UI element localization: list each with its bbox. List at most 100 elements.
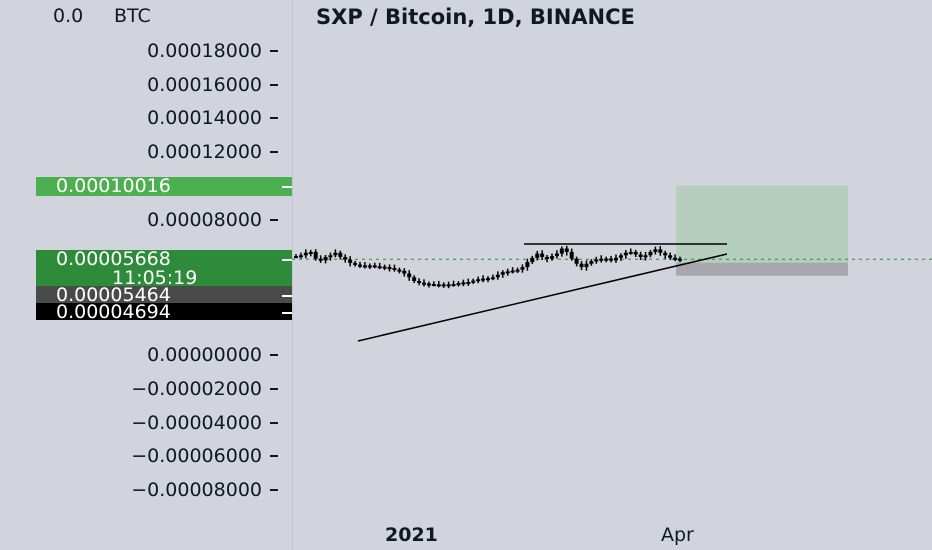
bar-countdown: 11:05:19 (112, 267, 198, 289)
support-trendline (357, 253, 728, 342)
price-tick-label: −0.00008000 (131, 479, 262, 502)
candle-body (614, 257, 618, 261)
candle-body (456, 283, 461, 286)
candle-body (313, 251, 318, 259)
candle-body (663, 252, 668, 256)
entry-price-value: 0.00005464 (56, 284, 171, 306)
candle-body (318, 258, 323, 261)
candle-body (397, 269, 402, 272)
price-scale[interactable]: 0.00018000 0.00016000 0.00014000 0.00012000… (0, 0, 293, 550)
candle-body (451, 284, 456, 287)
target-price-tag: 0.00010016 (36, 177, 292, 196)
candle-body (500, 272, 505, 275)
candle-body (461, 282, 466, 285)
candle-body (525, 262, 530, 268)
candle-body (471, 280, 476, 283)
candle-body (628, 251, 633, 254)
candle-body (402, 270, 407, 274)
price-tick-mark (270, 218, 278, 221)
price-tick-mark (270, 455, 278, 458)
candle-body (486, 278, 490, 281)
price-tick-label: −0.00006000 (131, 445, 262, 468)
candle-body (653, 249, 658, 252)
candle-body (584, 263, 589, 268)
price-tick-partial: 0.0 (53, 5, 84, 27)
price-tick-label: −0.00004000 (131, 411, 262, 434)
candle-body (564, 248, 569, 252)
last-price-tag: 0.00005668 11:05:19 (36, 248, 292, 289)
last-price-value: 0.00005668 (56, 248, 171, 270)
price-tick-label: 0.00016000 (147, 73, 262, 96)
entry-price-tag: 0.00005464 (36, 284, 292, 306)
candle-body (678, 258, 682, 261)
candle-body (372, 265, 377, 268)
candle-body (520, 267, 525, 270)
price-tick-label: 0.00018000 (147, 39, 262, 62)
price-tick-mark (270, 489, 278, 492)
profit-zone (676, 185, 848, 263)
price-tick-label: −0.00002000 (131, 377, 262, 400)
candle-body (422, 282, 426, 285)
candle-body (377, 266, 382, 269)
candle-body (358, 264, 362, 267)
candle-body (308, 251, 313, 254)
candle-body (353, 262, 358, 265)
stop-price-value: 0.00004694 (56, 301, 171, 323)
candle-body (633, 251, 638, 255)
candle-body (446, 284, 451, 287)
candle-body (574, 258, 579, 264)
candle-body (387, 267, 392, 270)
chart-title: SXP / Bitcoin, 1D, BINANCE (316, 5, 635, 29)
candle-body (417, 280, 422, 283)
candle-body (589, 261, 594, 264)
candle-body (294, 256, 298, 259)
tag-dash (282, 295, 292, 297)
candle-body (550, 256, 554, 259)
price-tick-mark (270, 49, 278, 52)
candle-body (535, 253, 540, 258)
candle-body (643, 255, 648, 258)
price-tick-mark (270, 151, 278, 154)
price-tick-mark (270, 421, 278, 424)
stop-price-tag: 0.00004694 (36, 301, 292, 323)
candle-body (545, 256, 550, 259)
candle-body (609, 258, 614, 261)
candle-body (412, 277, 417, 281)
price-tick-label: 0.00000000 (147, 344, 262, 366)
candle-body (673, 257, 678, 260)
candle-body (495, 274, 500, 278)
candle-body (658, 249, 663, 253)
currency-label[interactable]: BTC (104, 5, 161, 27)
candle-body (476, 279, 481, 282)
candle-body (343, 256, 348, 260)
candle-body (530, 257, 535, 263)
candle-body (407, 273, 412, 278)
candle-body (392, 267, 397, 270)
candle-body (515, 269, 520, 272)
candle-body (505, 271, 510, 274)
tag-dash (282, 186, 292, 188)
candle-body (648, 251, 653, 256)
candle-body (481, 278, 486, 281)
candle-body (638, 254, 643, 257)
candle-body (323, 256, 328, 261)
position-zones (676, 185, 848, 276)
candle-body (554, 253, 559, 257)
candle-body (618, 255, 623, 258)
candle-body (298, 255, 303, 258)
candle-body (348, 259, 353, 263)
candle-body (540, 253, 545, 257)
time-label-apr: Apr (661, 524, 694, 546)
candles (294, 245, 682, 289)
candle-body (579, 263, 584, 268)
candle-body (333, 252, 338, 256)
candle-body (382, 266, 387, 269)
candle-body (362, 265, 367, 268)
time-label-2021: 2021 (385, 524, 438, 546)
candle-body (303, 252, 308, 256)
candle-body (367, 265, 372, 268)
candle-body (426, 283, 431, 286)
candle-body (466, 281, 471, 284)
target-price-value: 0.00010016 (56, 175, 171, 197)
chart-plot-area[interactable] (292, 0, 932, 520)
